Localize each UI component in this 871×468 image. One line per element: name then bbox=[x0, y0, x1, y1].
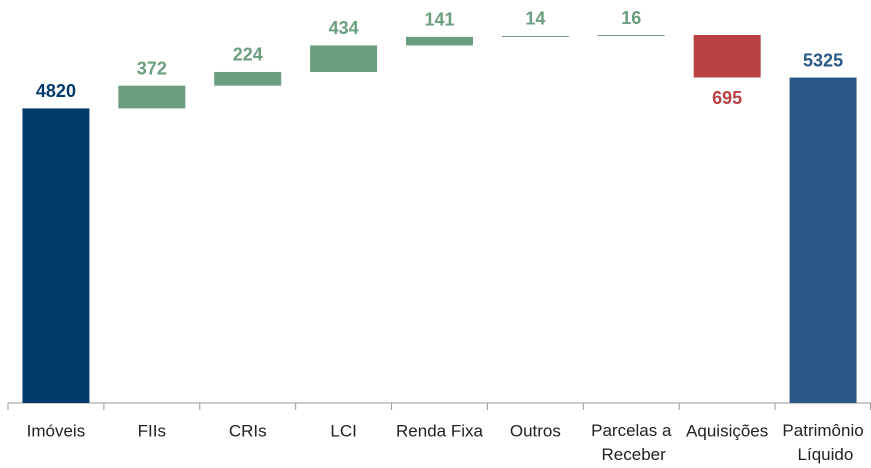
x-tick-label: LCI bbox=[330, 421, 356, 440]
bar bbox=[693, 35, 761, 78]
bar bbox=[118, 85, 186, 109]
value-label: 434 bbox=[329, 18, 359, 38]
x-tick-label: Renda Fixa bbox=[396, 421, 483, 440]
value-label: 4820 bbox=[36, 81, 76, 101]
x-tick-label: Aquisições bbox=[686, 421, 768, 440]
value-label: 695 bbox=[712, 88, 742, 108]
value-label: 372 bbox=[137, 58, 167, 78]
bar bbox=[789, 77, 857, 403]
x-tick-label: Parcelas a Receber bbox=[591, 421, 672, 464]
bar bbox=[501, 35, 569, 37]
value-label: 14 bbox=[525, 9, 545, 29]
value-label: 5325 bbox=[803, 50, 843, 70]
bar bbox=[214, 71, 282, 86]
bar bbox=[310, 45, 378, 72]
value-label: 141 bbox=[424, 10, 454, 30]
x-tick-label: FIIs bbox=[138, 421, 166, 440]
value-label: 224 bbox=[233, 45, 263, 65]
x-tick-label: Outros bbox=[510, 421, 561, 440]
x-tick-label: Patrimônio Líquido bbox=[782, 421, 863, 464]
value-label: 16 bbox=[621, 8, 641, 28]
bar bbox=[22, 108, 90, 403]
x-tick-label: CRIs bbox=[229, 421, 267, 440]
x-tick-label: Imóveis bbox=[27, 421, 86, 440]
bar bbox=[406, 36, 473, 46]
bar bbox=[597, 35, 665, 36]
